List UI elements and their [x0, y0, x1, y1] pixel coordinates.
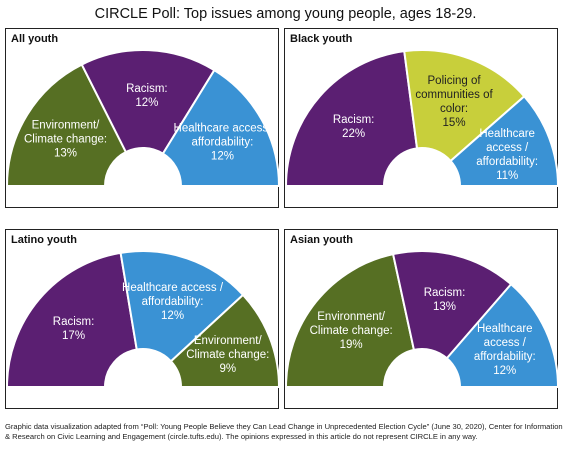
slice-3-2 — [445, 282, 559, 388]
slice-label-line: Climate change: — [186, 349, 269, 361]
slice-label-line: 22% — [342, 128, 365, 140]
slice-label-line: Climate change: — [24, 133, 107, 145]
slice-label-line: access / — [486, 142, 529, 154]
slice-1-0 — [285, 50, 419, 187]
slice-label-0-0: Environment/Climate change: 13% — [24, 119, 107, 159]
slice-label-line: 13% — [54, 147, 77, 159]
panel-title: All youth — [11, 33, 59, 45]
slice-label-2-0: Racism: 17% — [53, 316, 95, 342]
slice-label-line: 12% — [161, 310, 184, 322]
slice-label-line: 15% — [443, 117, 466, 129]
slice-label-2-2: Environment/Climate change: 9% — [186, 335, 269, 375]
slice-1-1 — [403, 49, 526, 163]
slice-2-1 — [119, 250, 245, 363]
slice-label-0-2: Healthcare access/affordability: 12% — [174, 123, 273, 163]
slice-label-line: Racism: — [53, 316, 95, 328]
slice-label-line: Climate change: — [310, 325, 393, 337]
slice-label-line: Environment/ — [317, 311, 386, 323]
slice-label-line: 13% — [433, 301, 456, 313]
slice-3-0 — [285, 252, 416, 388]
slice-label-line: color: — [440, 103, 468, 115]
slice-label-line: 19% — [340, 339, 363, 351]
panel-title: Asian youth — [290, 234, 353, 246]
slice-label-line: 11% — [496, 170, 518, 182]
slice-label-2-1: Healthcare access / affordability: 12% — [122, 282, 224, 322]
source-footnote: Graphic data visualization adapted from … — [5, 422, 563, 441]
panel-title: Black youth — [290, 33, 353, 45]
panel-all-youth: All youth Environment/Climate change: 13%… — [5, 28, 280, 208]
slice-2-0 — [6, 251, 138, 388]
slice-label-line: Environment/ — [194, 335, 263, 347]
slice-label-line: 9% — [219, 363, 236, 375]
slice-0-2 — [161, 68, 280, 187]
panel-latino-youth: Latino youth Racism: 17% Healthcare access… — [5, 229, 280, 409]
panel-black-youth: Black youth Racism: 22% Policing of communi… — [284, 28, 559, 208]
slice-label-0-1: Racism: 12% — [126, 83, 168, 109]
slice-label-line: affordability: — [192, 137, 254, 149]
slice-label-line: 17% — [62, 330, 85, 342]
slice-label-3-1: Racism: 13% — [424, 287, 466, 313]
slice-label-line: affordability: — [142, 296, 204, 308]
semi-donut-all-youth: Environment/Climate change: 13% Racism: 12%… — [6, 49, 280, 187]
slice-label-line: affordability: — [476, 156, 538, 168]
panel-title: Latino youth — [11, 234, 77, 246]
slice-3-1 — [391, 250, 513, 360]
chart-title: CIRCLE Poll: Top issues among young peop… — [94, 6, 477, 22]
slice-label-line: Healthcare — [477, 323, 533, 335]
slice-label-line: Policing of — [428, 75, 482, 87]
semi-donut-black-youth: Racism: 22% Policing of communities of color… — [285, 49, 559, 187]
slice-label-line: Racism: — [126, 83, 168, 95]
slice-label-3-0: Environment/Climate change: 19% — [310, 311, 393, 351]
semi-donut-latino-youth: Racism: 17% Healthcare access / affordabili… — [6, 250, 280, 388]
slice-label-line: communities of — [415, 89, 493, 101]
slice-label-1-0: Racism: 22% — [333, 114, 375, 140]
panel-asian-youth: Asian youth Environment/Climate change: 1… — [284, 229, 559, 409]
slice-label-line: Environment/ — [32, 119, 101, 131]
slice-label-line: Racism: — [424, 287, 466, 299]
slice-label-1-1: Policing of communities of color: 15% — [415, 75, 493, 129]
slice-label-line: Healthcare access/ — [174, 123, 273, 135]
slice-label-line: 12% — [211, 151, 234, 163]
semi-donut-asian-youth: Environment/Climate change: 19% Racism: 13%… — [285, 250, 559, 388]
slice-label-3-2: Healthcare access / affordability: 12% — [474, 323, 536, 377]
slice-label-line: access / — [484, 337, 527, 349]
slice-label-line: 12% — [493, 365, 516, 377]
slice-label-1-2: Healthcare access / affordability: 11% — [476, 128, 538, 182]
slice-0-1 — [80, 49, 216, 156]
slice-label-line: Healthcare access / — [122, 282, 224, 294]
slice-label-line: Racism: — [333, 114, 375, 126]
slice-1-2 — [449, 94, 559, 187]
slice-label-line: Healthcare — [479, 128, 535, 140]
slice-label-line: 12% — [135, 97, 158, 109]
slice-2-2 — [169, 293, 280, 388]
slice-label-line: affordability: — [474, 351, 536, 363]
